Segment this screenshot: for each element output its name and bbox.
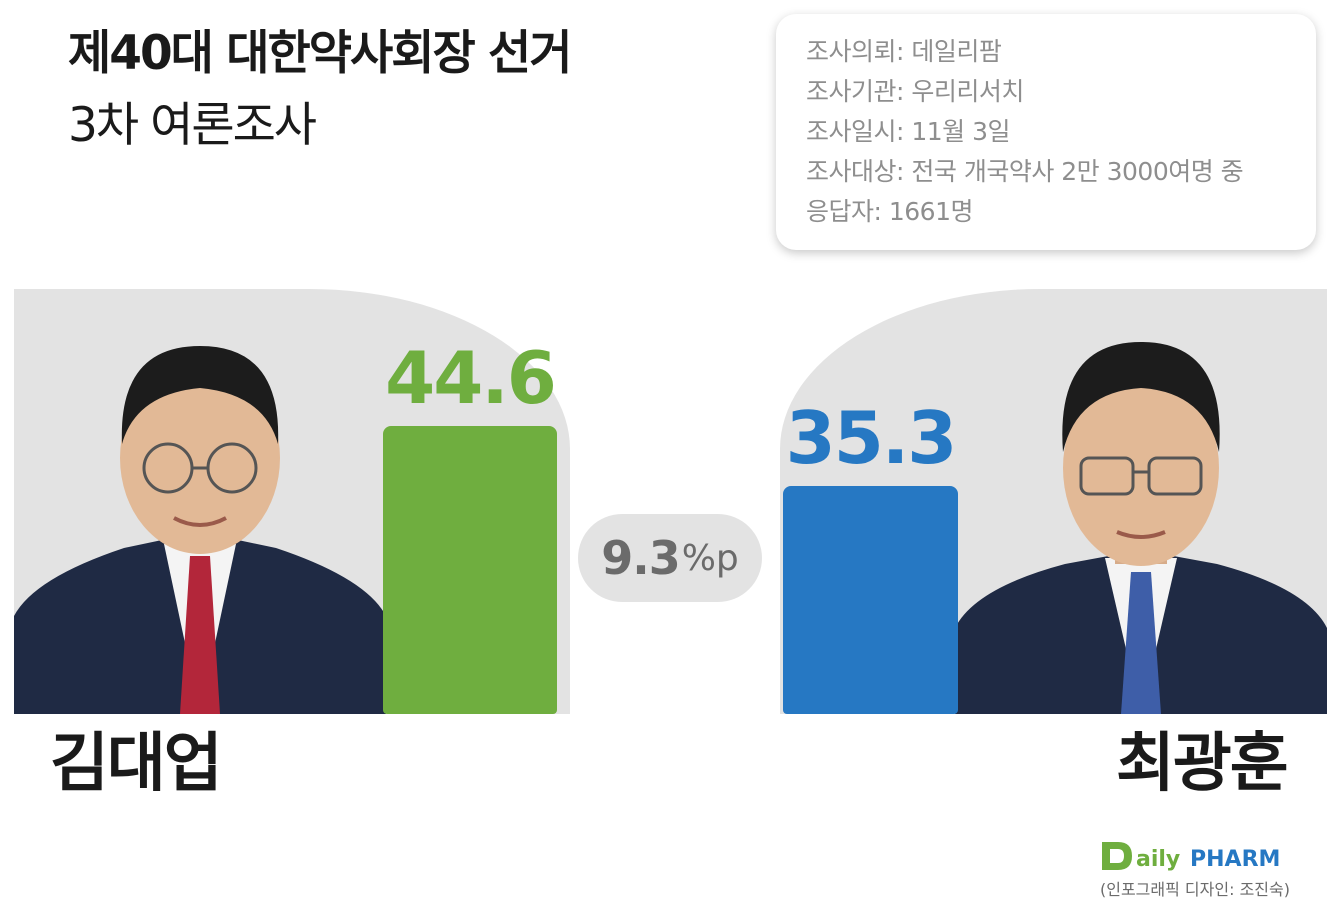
difference-unit: %p — [681, 537, 739, 579]
page-subtitle: 3차 여론조사 — [68, 98, 317, 153]
survey-info-agency: 조사기관: 우리리서치 — [806, 77, 1024, 106]
bar-kim-daeup — [383, 426, 557, 714]
survey-info-respondents: 응답자: 1661명 — [806, 197, 974, 226]
survey-info-requester: 조사의뢰: 데일리팜 — [806, 37, 1002, 66]
design-credit: (인포그래픽 디자인: 조진숙) — [1100, 880, 1290, 899]
bar-value-label-kim-daeup: 44.6 — [385, 336, 557, 420]
survey-info-date: 조사일시: 11월 3일 — [806, 117, 1011, 146]
bar-choi-gwanghun — [783, 486, 958, 714]
difference-badge: 9.3 %p — [578, 514, 762, 602]
survey-info-box: 조사의뢰: 데일리팜 조사기관: 우리리서치 조사일시: 11월 3일 조사대상… — [776, 14, 1316, 250]
candidate-portrait-right — [955, 342, 1327, 714]
candidate-name-right: 최광훈 — [1116, 727, 1289, 801]
logo-text-daily: aily — [1136, 847, 1180, 872]
bar-value-label-choi-gwanghun: 35.3 — [785, 396, 958, 480]
candidate-portrait-left — [14, 346, 386, 714]
page-title: 제40대 대한약사회장 선거 — [68, 26, 573, 81]
candidate-name-left: 김대업 — [50, 727, 223, 801]
dailypharm-logo: aily PHARM — [1102, 842, 1280, 872]
survey-info-target: 조사대상: 전국 개국약사 2만 3000여명 중 — [806, 157, 1244, 186]
difference-value: 9.3 — [601, 531, 680, 585]
logo-text-pharm: PHARM — [1190, 847, 1280, 872]
